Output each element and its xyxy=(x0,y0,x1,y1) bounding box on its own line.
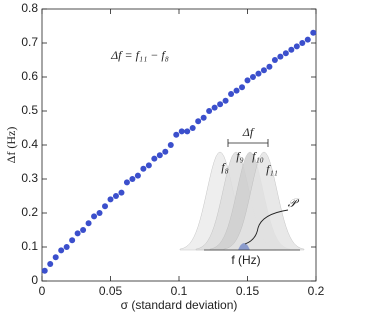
data-point xyxy=(233,87,240,94)
inset-label: 𝒫 xyxy=(288,196,300,210)
y-tick-label: 0.1 xyxy=(21,239,38,253)
data-point xyxy=(206,108,213,114)
y-tick-label: 0.7 xyxy=(21,35,38,49)
data-point xyxy=(156,152,163,159)
y-tick-label: 0.8 xyxy=(21,1,38,15)
inset-label: f₁₁ xyxy=(266,162,278,176)
y-tick-label: 0.2 xyxy=(21,205,38,219)
data-point xyxy=(178,128,185,135)
data-point xyxy=(211,104,218,111)
data-point xyxy=(222,97,229,104)
data-point xyxy=(52,254,59,261)
data-point xyxy=(91,213,98,220)
data-point xyxy=(63,244,70,250)
x-tick-label: 0.2 xyxy=(308,284,325,298)
data-point xyxy=(162,148,169,155)
data-point xyxy=(80,227,87,233)
data-point xyxy=(277,53,284,60)
data-point xyxy=(123,179,130,186)
data-point xyxy=(228,91,235,97)
inset-label: f₉ xyxy=(236,149,244,163)
inset-label: f₁₀ xyxy=(252,149,264,163)
data-point xyxy=(184,128,191,135)
data-point xyxy=(239,84,246,91)
data-point xyxy=(47,261,54,267)
x-tick-label: 0 xyxy=(39,284,46,298)
x-tick-label: 0.05 xyxy=(99,284,123,298)
data-point xyxy=(118,189,125,196)
pointer-arrow xyxy=(244,209,289,245)
y-tick-label: 0.3 xyxy=(21,171,38,185)
y-axis-label: Δf (Hz) xyxy=(4,127,18,164)
data-point xyxy=(200,114,207,121)
data-point xyxy=(244,77,251,84)
data-point xyxy=(195,118,202,125)
data-point xyxy=(129,176,136,182)
data-point xyxy=(151,155,158,162)
data-point xyxy=(69,237,76,244)
data-point xyxy=(107,196,114,203)
data-point xyxy=(85,220,92,227)
data-point xyxy=(304,36,311,43)
data-point xyxy=(167,142,174,148)
inset-axis-label: f (Hz) xyxy=(231,253,260,267)
y-tick-label: 0 xyxy=(31,273,38,287)
x-tick-label: 0.1 xyxy=(171,284,188,298)
x-axis-label: σ (standard deviation) xyxy=(121,298,238,312)
data-point xyxy=(140,165,147,172)
gaussian-curve xyxy=(223,151,305,251)
data-point xyxy=(271,57,278,63)
inset-diagram: Δf f₈ f₉ f₁₀ f₁₁ 𝒫 f (Hz) xyxy=(179,125,305,267)
y-tick-label: 0.6 xyxy=(21,69,38,83)
data-point xyxy=(288,46,295,53)
data-point xyxy=(217,101,224,108)
y-tick-label: 0.5 xyxy=(21,103,38,117)
data-point xyxy=(96,210,103,216)
y-tick-label: 0.4 xyxy=(21,137,38,151)
x-tick-label: 0.15 xyxy=(236,284,260,298)
data-point xyxy=(189,125,196,131)
inset-label: f₈ xyxy=(221,160,229,174)
data-point xyxy=(282,50,289,57)
data-point xyxy=(249,74,256,80)
data-point xyxy=(74,230,81,237)
data-point xyxy=(58,247,65,254)
data-point xyxy=(102,203,109,210)
overlap-region xyxy=(238,243,250,250)
data-point xyxy=(41,267,48,274)
data-point xyxy=(299,40,306,46)
data-point xyxy=(293,43,300,50)
data-point xyxy=(112,193,119,199)
data-point xyxy=(266,63,273,70)
data-point xyxy=(173,131,180,138)
data-point xyxy=(145,162,152,169)
data-point xyxy=(260,67,267,74)
annotation: Δf = f₁₁ − f₈ xyxy=(110,48,169,62)
data-point xyxy=(255,70,262,77)
data-point xyxy=(134,172,141,179)
inset-label: Δf xyxy=(242,125,255,139)
data-point xyxy=(310,29,317,36)
